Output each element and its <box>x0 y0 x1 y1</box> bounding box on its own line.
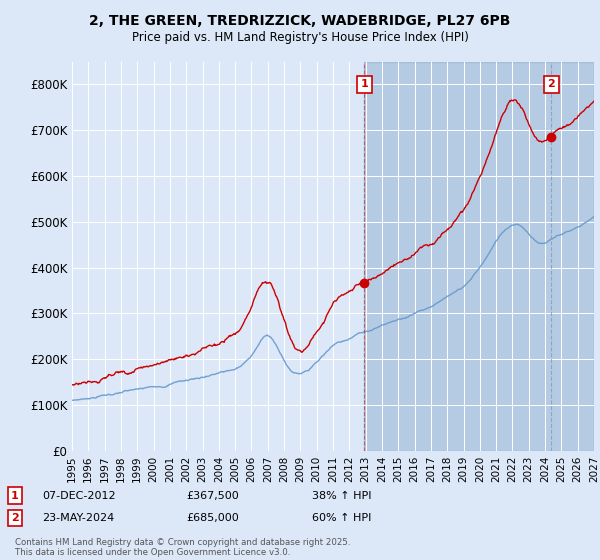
Text: 60% ↑ HPI: 60% ↑ HPI <box>312 513 371 523</box>
Text: 1: 1 <box>11 491 19 501</box>
Text: 1: 1 <box>361 80 368 90</box>
Text: 23-MAY-2024: 23-MAY-2024 <box>42 513 114 523</box>
Bar <box>364 62 594 451</box>
Text: 38% ↑ HPI: 38% ↑ HPI <box>312 491 371 501</box>
Text: 2: 2 <box>11 513 19 523</box>
Text: 2: 2 <box>548 80 555 90</box>
Text: £685,000: £685,000 <box>186 513 239 523</box>
Text: Price paid vs. HM Land Registry's House Price Index (HPI): Price paid vs. HM Land Registry's House … <box>131 31 469 44</box>
Text: 2, THE GREEN, TREDRIZZICK, WADEBRIDGE, PL27 6PB: 2, THE GREEN, TREDRIZZICK, WADEBRIDGE, P… <box>89 14 511 28</box>
Text: Contains HM Land Registry data © Crown copyright and database right 2025.
This d: Contains HM Land Registry data © Crown c… <box>15 538 350 557</box>
Text: £367,500: £367,500 <box>186 491 239 501</box>
Text: 07-DEC-2012: 07-DEC-2012 <box>42 491 116 501</box>
